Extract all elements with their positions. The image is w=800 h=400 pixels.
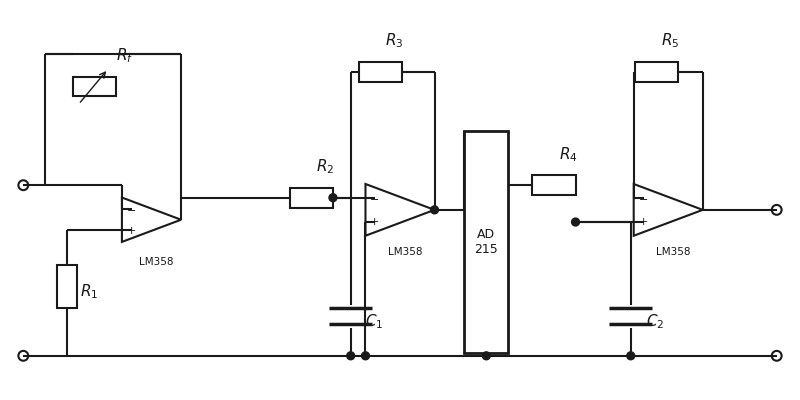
Circle shape <box>571 218 579 226</box>
Bar <box>532 175 575 195</box>
Bar <box>57 265 77 308</box>
Text: $R_2$: $R_2$ <box>316 157 334 176</box>
Text: $R_3$: $R_3$ <box>386 32 404 50</box>
Text: $C_2$: $C_2$ <box>646 312 664 331</box>
Circle shape <box>627 352 634 360</box>
Bar <box>358 62 402 82</box>
Circle shape <box>430 206 438 214</box>
Bar <box>634 62 678 82</box>
Text: $+$: $+$ <box>638 216 648 228</box>
Text: $R_4$: $R_4$ <box>558 145 578 164</box>
Text: $-$: $-$ <box>638 193 648 203</box>
Text: $-$: $-$ <box>126 204 136 214</box>
Circle shape <box>482 352 490 360</box>
Bar <box>73 77 116 96</box>
Text: LM358: LM358 <box>656 247 690 257</box>
Text: $R_1$: $R_1$ <box>81 282 99 301</box>
Text: $C_1$: $C_1$ <box>366 312 384 331</box>
Text: LM358: LM358 <box>388 247 422 257</box>
Text: $-$: $-$ <box>370 193 379 203</box>
Circle shape <box>346 352 354 360</box>
Circle shape <box>329 194 337 202</box>
Text: $R_f$: $R_f$ <box>116 46 134 65</box>
Circle shape <box>362 352 370 360</box>
Text: LM358: LM358 <box>139 257 174 267</box>
Text: $R_5$: $R_5$ <box>662 32 680 50</box>
Text: $+$: $+$ <box>126 224 136 236</box>
Bar <box>290 188 333 208</box>
Text: $+$: $+$ <box>370 216 379 228</box>
Bar <box>464 131 509 353</box>
Text: AD
215: AD 215 <box>474 228 498 256</box>
